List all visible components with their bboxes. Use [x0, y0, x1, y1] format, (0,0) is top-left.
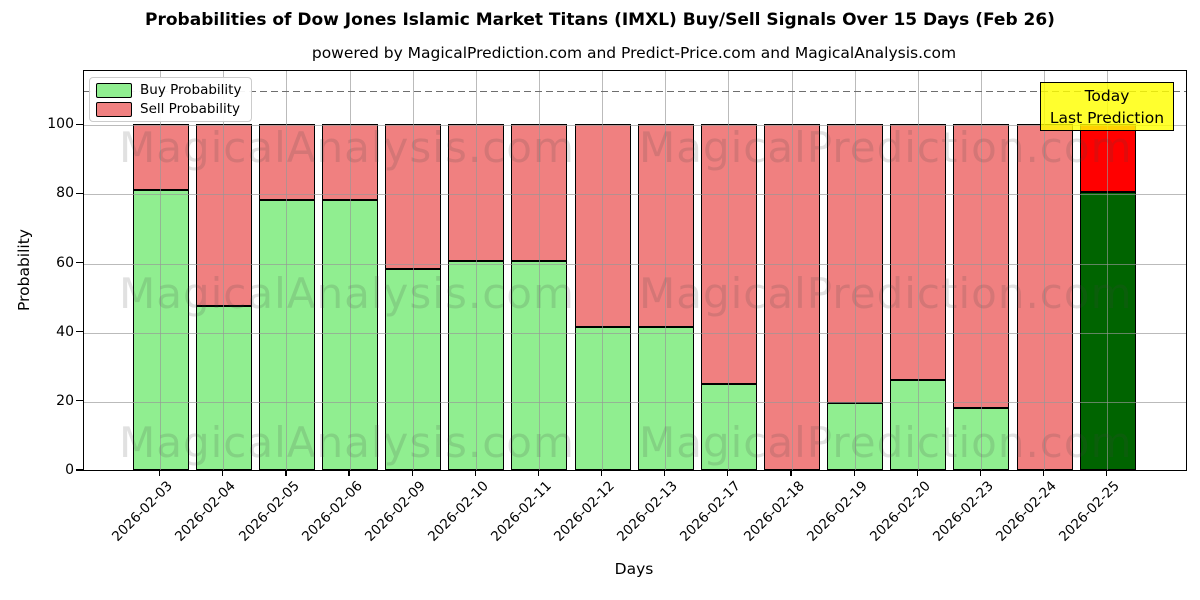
legend-label-buy: Buy Probability: [140, 82, 242, 98]
last-prediction-label: Last Prediction: [1049, 108, 1165, 127]
watermark-text: MagicalAnalysis.com: [119, 418, 575, 467]
y-tickmark: [76, 469, 83, 471]
horizontal-gridline: [84, 263, 1186, 265]
vertical-gridline: [854, 71, 856, 470]
vertical-gridline: [917, 71, 919, 470]
grid-layer: [84, 71, 1186, 470]
x-tickmark: [664, 470, 666, 476]
x-tick-label: 2026-02-06: [298, 478, 366, 545]
legend-label-sell: Sell Probability: [140, 101, 241, 117]
x-tickmark: [222, 470, 224, 476]
today-label: Today: [1084, 86, 1130, 105]
y-tickmark: [76, 261, 83, 264]
x-axis-label: Days: [614, 560, 654, 578]
x-tickmark: [979, 470, 981, 476]
y-tickmark: [76, 192, 83, 194]
vertical-gridline: [665, 71, 667, 470]
y-tick-label: 80: [56, 185, 74, 202]
watermark-text: MagicalPrediction.com: [639, 418, 1133, 467]
x-tick-label: 2026-02-10: [424, 478, 492, 545]
x-tickmark: [916, 470, 918, 476]
y-tickmark: [76, 123, 83, 125]
vertical-gridline: [602, 71, 604, 470]
x-tickmark: [411, 470, 413, 476]
x-tick-label: 2026-02-20: [866, 478, 934, 545]
y-tick-label: 100: [47, 116, 74, 133]
legend: Buy Probability Sell Probability: [89, 77, 252, 122]
vertical-gridline: [349, 71, 351, 470]
y-tick-label: 40: [56, 323, 74, 340]
x-tick-label: 2026-02-03: [109, 478, 177, 545]
chart-title: Probabilities of Dow Jones Islamic Marke…: [145, 10, 1055, 30]
x-tickmark: [601, 470, 603, 476]
chart-subtitle: powered by MagicalPrediction.com and Pre…: [311, 44, 957, 62]
x-tickmark: [727, 470, 729, 476]
vertical-gridline: [1107, 71, 1109, 470]
watermark-text: MagicalAnalysis.com: [119, 123, 575, 172]
x-tick-label: 2026-02-24: [993, 478, 1060, 545]
plot-area: MagicalAnalysis.com MagicalPrediction.com…: [83, 70, 1187, 471]
x-tick-label: 2026-02-17: [677, 478, 745, 545]
x-tick-label: 2026-02-04: [172, 478, 240, 545]
y-axis-label: Probability: [15, 229, 33, 311]
x-tickmark: [348, 470, 350, 476]
horizontal-gridline: [84, 332, 1186, 334]
vertical-gridline: [538, 71, 540, 470]
x-tickmark: [159, 470, 161, 476]
watermark-text: MagicalAnalysis.com: [119, 269, 575, 318]
x-tickmark: [790, 470, 792, 476]
y-tick-label: 60: [56, 254, 74, 271]
x-tick-label: 2026-02-25: [1056, 478, 1123, 545]
x-tick-label: 2026-02-11: [487, 478, 555, 545]
y-tick-label: 20: [56, 392, 74, 409]
watermark-text: MagicalPrediction.com: [639, 269, 1133, 318]
vertical-gridline: [728, 71, 730, 470]
x-tick-label: 2026-02-18: [740, 478, 808, 545]
vertical-gridline: [1044, 71, 1046, 470]
x-tickmark: [1042, 470, 1045, 476]
legend-item-sell: Sell Probability: [96, 101, 245, 117]
vertical-gridline: [412, 71, 414, 470]
y-tick-label: 0: [65, 462, 74, 478]
x-tickmark: [537, 470, 540, 476]
legend-item-buy: Buy Probability: [96, 82, 245, 98]
y-tickmark: [76, 331, 83, 333]
dashed-threshold-line: [84, 90, 1186, 93]
vertical-gridline: [791, 71, 793, 470]
vertical-gridline: [980, 71, 982, 470]
vertical-gridline: [223, 71, 225, 470]
horizontal-gridline: [84, 194, 1186, 196]
x-tickmark: [853, 470, 855, 476]
horizontal-gridline: [84, 125, 1186, 127]
x-tick-label: 2026-02-19: [803, 478, 871, 545]
x-tick-label: 2026-02-09: [361, 478, 429, 545]
today-last-prediction-badge: Today Last Prediction: [1040, 82, 1174, 131]
x-tickmark: [1106, 470, 1108, 476]
y-tickmark: [76, 400, 83, 402]
vertical-gridline: [160, 71, 162, 470]
legend-swatch-buy-icon: [96, 82, 132, 98]
vertical-gridline: [286, 71, 288, 470]
x-tick-label: 2026-02-23: [929, 478, 997, 545]
watermark-text: MagicalPrediction.com: [639, 123, 1133, 172]
x-tick-label: 2026-02-13: [614, 478, 682, 545]
x-tickmark: [474, 470, 476, 476]
horizontal-gridline: [84, 401, 1186, 403]
x-tick-label: 2026-02-12: [551, 478, 618, 545]
watermark-layer: MagicalAnalysis.com MagicalPrediction.com…: [84, 71, 1186, 470]
x-tickmark: [285, 470, 287, 476]
x-tick-label: 2026-02-05: [235, 478, 303, 545]
legend-swatch-sell-icon: [96, 101, 132, 117]
vertical-gridline: [475, 71, 477, 470]
